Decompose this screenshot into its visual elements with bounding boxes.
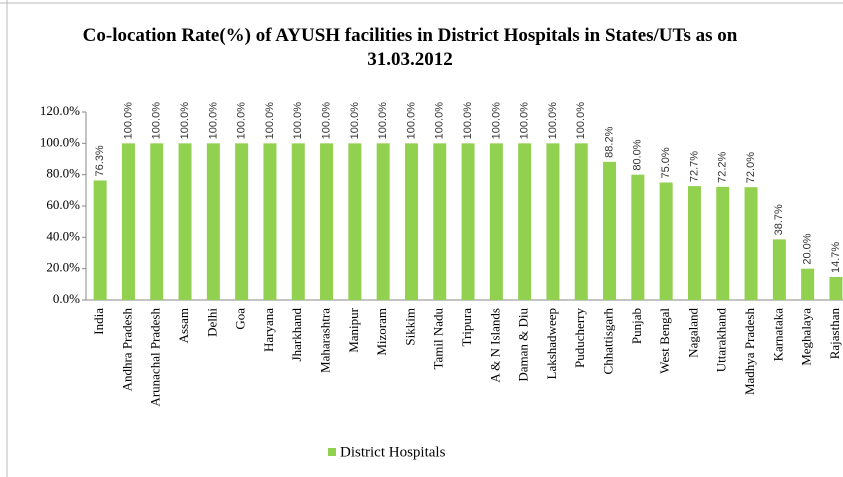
bar [178, 143, 192, 300]
x-tick-label: Daman & Diu [516, 308, 531, 382]
x-tick-label: Mizoram [374, 308, 389, 356]
y-tick-label: 100.0% [40, 134, 80, 149]
x-tick-label: Delhi [204, 308, 219, 337]
bar [461, 143, 475, 300]
x-tick-label: Nagaland [685, 308, 700, 358]
x-tick-label: Punjab [629, 308, 644, 344]
bar [603, 161, 617, 300]
bar [518, 143, 532, 300]
bar [404, 143, 418, 300]
bar [93, 180, 107, 300]
data-label: 76.3% [94, 145, 106, 176]
y-tick-label: 40.0% [46, 228, 80, 243]
data-label: 72.0% [745, 152, 757, 183]
data-label: 100.0% [575, 102, 587, 140]
data-label: 14.7% [830, 242, 842, 273]
bar [801, 268, 815, 300]
x-tick-label: Jharkhand [289, 308, 304, 362]
data-label: 100.0% [179, 102, 191, 140]
x-tick-label: Puducherry [572, 308, 587, 368]
bar [235, 143, 249, 300]
legend-swatch [328, 448, 336, 456]
data-label: 100.0% [547, 102, 559, 140]
y-tick-label: 60.0% [46, 197, 80, 212]
x-tick-label: Haryana [261, 308, 276, 352]
data-label: 100.0% [151, 102, 163, 140]
data-label: 100.0% [349, 102, 361, 140]
x-tick-label: Tamil Nadu [431, 308, 446, 370]
bar [206, 143, 220, 300]
x-tick-label: Meghalaya [799, 308, 814, 366]
bar [263, 143, 277, 300]
x-tick-label: Chhattisgarh [601, 308, 616, 375]
bar [829, 276, 843, 300]
bar [433, 143, 447, 300]
x-tick-label: A & N Islands [487, 308, 502, 383]
x-tick-label: Assam [176, 308, 191, 343]
bar [546, 143, 560, 300]
bar [121, 143, 135, 300]
data-label: 72.7% [688, 151, 700, 182]
y-tick-label: 20.0% [46, 260, 80, 275]
x-tick-label: Andhra Pradesh [119, 308, 134, 392]
data-label: 100.0% [236, 102, 248, 140]
x-tick-label: Uttarakhand [714, 308, 729, 373]
data-label: 100.0% [519, 102, 531, 140]
data-label: 72.2% [717, 151, 729, 182]
bar [376, 143, 390, 300]
data-label: 100.0% [264, 102, 276, 140]
data-label: 75.0% [660, 147, 672, 178]
bar [150, 143, 164, 300]
y-tick-label: 80.0% [46, 166, 80, 181]
y-tick-label: 120.0% [40, 103, 80, 118]
bar [489, 143, 503, 300]
y-tick-label: 0.0% [53, 291, 80, 306]
data-label: 88.2% [603, 126, 615, 157]
data-label: 38.7% [773, 204, 785, 235]
data-label: 100.0% [490, 102, 502, 140]
x-tick-label: Madhya Pradesh [742, 308, 757, 396]
x-tick-label: West Bengal [657, 308, 672, 374]
bar [716, 186, 730, 300]
bar [631, 174, 645, 300]
data-label: 100.0% [405, 102, 417, 140]
data-label: 100.0% [377, 102, 389, 140]
data-label: 100.0% [122, 102, 134, 140]
bar [574, 143, 588, 300]
x-tick-label: Tripura [459, 308, 474, 347]
bar [348, 143, 362, 300]
x-tick-label: Arunachal Pradesh [148, 308, 163, 407]
bar [772, 239, 786, 300]
bar [291, 143, 305, 300]
data-label: 100.0% [207, 102, 219, 140]
data-label: 100.0% [320, 102, 332, 140]
x-tick-label: Manipur [346, 307, 361, 352]
x-tick-label: Sikkim [402, 308, 417, 346]
chart-title: Co-location Rate(%) of AYUSH facilities … [82, 25, 738, 70]
x-tick-label: India [91, 308, 106, 335]
data-label: 100.0% [462, 102, 474, 140]
legend-label: District Hospitals [340, 444, 446, 460]
bar [320, 143, 334, 300]
data-label: 100.0% [292, 102, 304, 140]
x-tick-label: Maharashtra [318, 308, 333, 373]
bar [687, 186, 701, 300]
data-label: 100.0% [434, 102, 446, 140]
x-tick-label: Rajasthan [827, 308, 842, 360]
bar [744, 187, 758, 300]
data-label: 20.0% [802, 233, 814, 264]
bar [659, 182, 673, 300]
x-tick-label: Karnataka [770, 308, 785, 362]
x-tick-label: Goa [233, 308, 248, 330]
data-label: 80.0% [632, 139, 644, 170]
x-tick-label: Lakshadweep [544, 308, 559, 379]
